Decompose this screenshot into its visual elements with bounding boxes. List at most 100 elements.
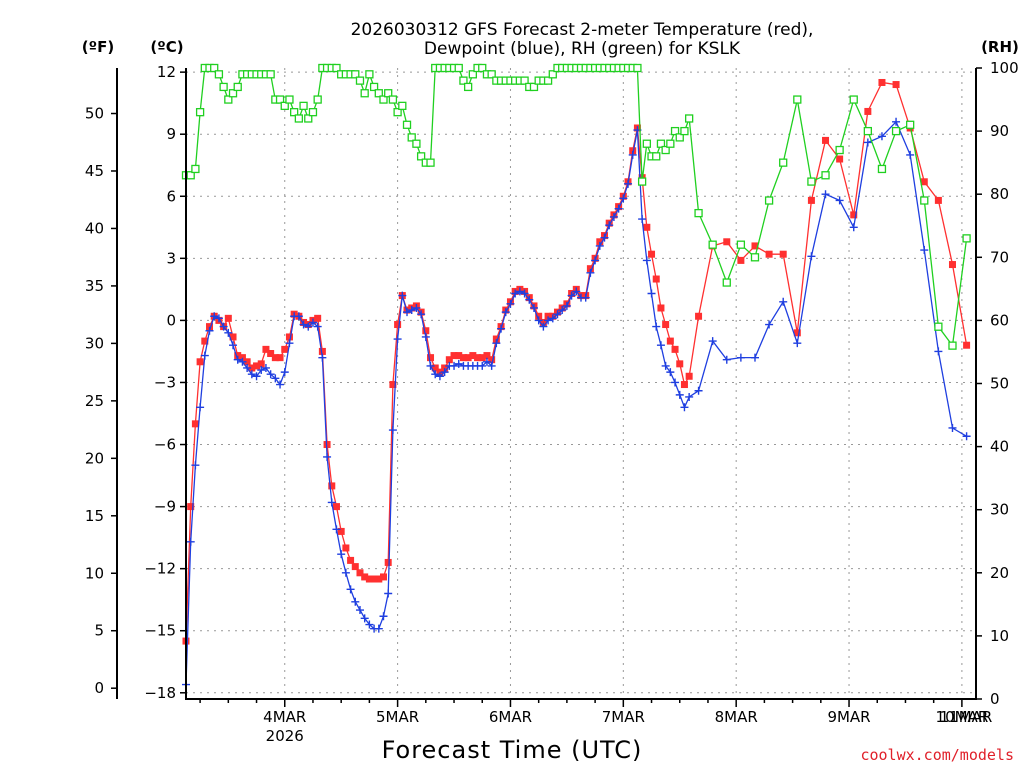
rh-point	[299, 101, 308, 111]
dewpoint-point	[920, 246, 929, 255]
temperature-point	[948, 261, 956, 269]
rh-point	[280, 101, 289, 111]
rh-point	[233, 82, 242, 92]
dewpoint-point	[863, 138, 872, 147]
dewpoint-point	[562, 301, 571, 310]
dewpoint-point	[675, 390, 684, 399]
temperature-point	[478, 354, 486, 362]
rh-point	[214, 70, 224, 79]
dewpoint-point	[233, 355, 242, 364]
dewpoint-point	[605, 221, 614, 230]
dewpoint-point	[656, 341, 665, 350]
dewpoint-point	[708, 337, 717, 346]
dewpoint-point	[877, 132, 886, 141]
rh-point	[210, 63, 219, 73]
dewpoint-point	[553, 310, 562, 319]
temperature-point	[469, 352, 477, 360]
rh-point	[275, 95, 285, 104]
dewpoint-point	[497, 324, 506, 333]
temperature-point	[836, 155, 844, 163]
dewpoint-point	[906, 150, 915, 159]
rh-point	[195, 108, 205, 117]
dewpoint-point	[186, 537, 195, 546]
dewpoint-point	[685, 392, 694, 401]
dewpoint-point	[276, 380, 285, 389]
rh-point	[934, 322, 943, 331]
dewpoint-point	[765, 320, 774, 329]
dewpoint-point	[539, 322, 548, 331]
dewpoint-point	[407, 306, 416, 315]
rh-point	[863, 126, 872, 136]
fahrenheit-tick-label: 40	[85, 219, 104, 237]
celsius-tick-label: −6	[154, 436, 176, 454]
dewpoint-point	[224, 328, 233, 337]
dewpoint-point	[487, 361, 496, 370]
series-dewpoint	[182, 117, 971, 689]
rh-point	[736, 240, 746, 249]
dewpoint-point	[280, 368, 289, 377]
dewpoint-point	[318, 353, 327, 362]
rh-point	[285, 95, 294, 104]
series-layer	[181, 63, 971, 689]
rh-point	[332, 63, 341, 73]
rh-point	[670, 126, 680, 136]
temperature-point	[375, 575, 383, 583]
temperature-point	[864, 107, 872, 115]
dewpoint-line	[185, 120, 967, 685]
temperature-point	[671, 345, 679, 353]
dewpoint-point	[360, 614, 369, 623]
x-axis-title: Forecast Time (UTC)	[382, 736, 643, 764]
rh-point	[722, 278, 731, 287]
fahrenheit-tick-label: 10	[85, 564, 104, 582]
rh-point	[920, 196, 929, 205]
fahrenheit-axis-unit: (ºF)	[82, 38, 114, 56]
temperature-point	[662, 321, 670, 329]
dewpoint-point	[355, 606, 364, 615]
celsius-tick-label: −18	[144, 684, 176, 702]
temperature-point	[676, 360, 684, 368]
dewpoint-point	[412, 303, 421, 312]
dewpoint-point	[586, 268, 595, 277]
temperature-point	[695, 312, 703, 320]
rh-point	[412, 139, 421, 148]
rh-point	[186, 171, 195, 180]
dewpoint-point	[661, 361, 670, 370]
dewpoint-point	[624, 179, 633, 188]
dewpoint-point	[341, 568, 350, 577]
temperature-point	[539, 318, 547, 326]
credit-link[interactable]: coolwx.com/models	[860, 746, 1014, 764]
dewpoint-point	[454, 359, 463, 368]
dewpoint-point	[511, 289, 520, 298]
dewpoint-point	[337, 550, 346, 559]
dewpoint-point	[647, 289, 656, 298]
rh-point	[807, 177, 816, 186]
rh-point	[877, 164, 887, 174]
temperature-point	[267, 350, 275, 358]
temperature-point	[779, 250, 787, 258]
rh-point	[454, 63, 463, 73]
temperature-point	[680, 381, 688, 389]
dewpoint-point	[750, 353, 759, 362]
dewpoint-point	[962, 432, 971, 441]
dewpoint-point	[515, 287, 524, 296]
temperature-point	[459, 354, 467, 362]
fahrenheit-tick-label: 0	[94, 679, 104, 697]
dewpoint-point	[807, 252, 816, 261]
temperature-point	[318, 347, 326, 355]
temperature-point	[422, 327, 430, 335]
temperature-point	[285, 333, 293, 341]
temperature-point	[431, 364, 439, 372]
rh-point	[463, 82, 473, 92]
fahrenheit-tick-label: 30	[85, 334, 104, 352]
dewpoint-point	[403, 308, 412, 317]
rh-point	[360, 89, 369, 98]
temperature-point	[370, 575, 378, 583]
x-tick-label: 7MAR	[602, 708, 645, 726]
dewpoint-point	[544, 316, 553, 325]
temperature-point	[793, 329, 801, 337]
rh-point	[652, 152, 661, 161]
temperature-point	[822, 136, 830, 144]
temperature-point	[361, 573, 369, 581]
dewpoint-point	[308, 318, 317, 327]
rh-tick-label: 90	[990, 122, 1009, 140]
